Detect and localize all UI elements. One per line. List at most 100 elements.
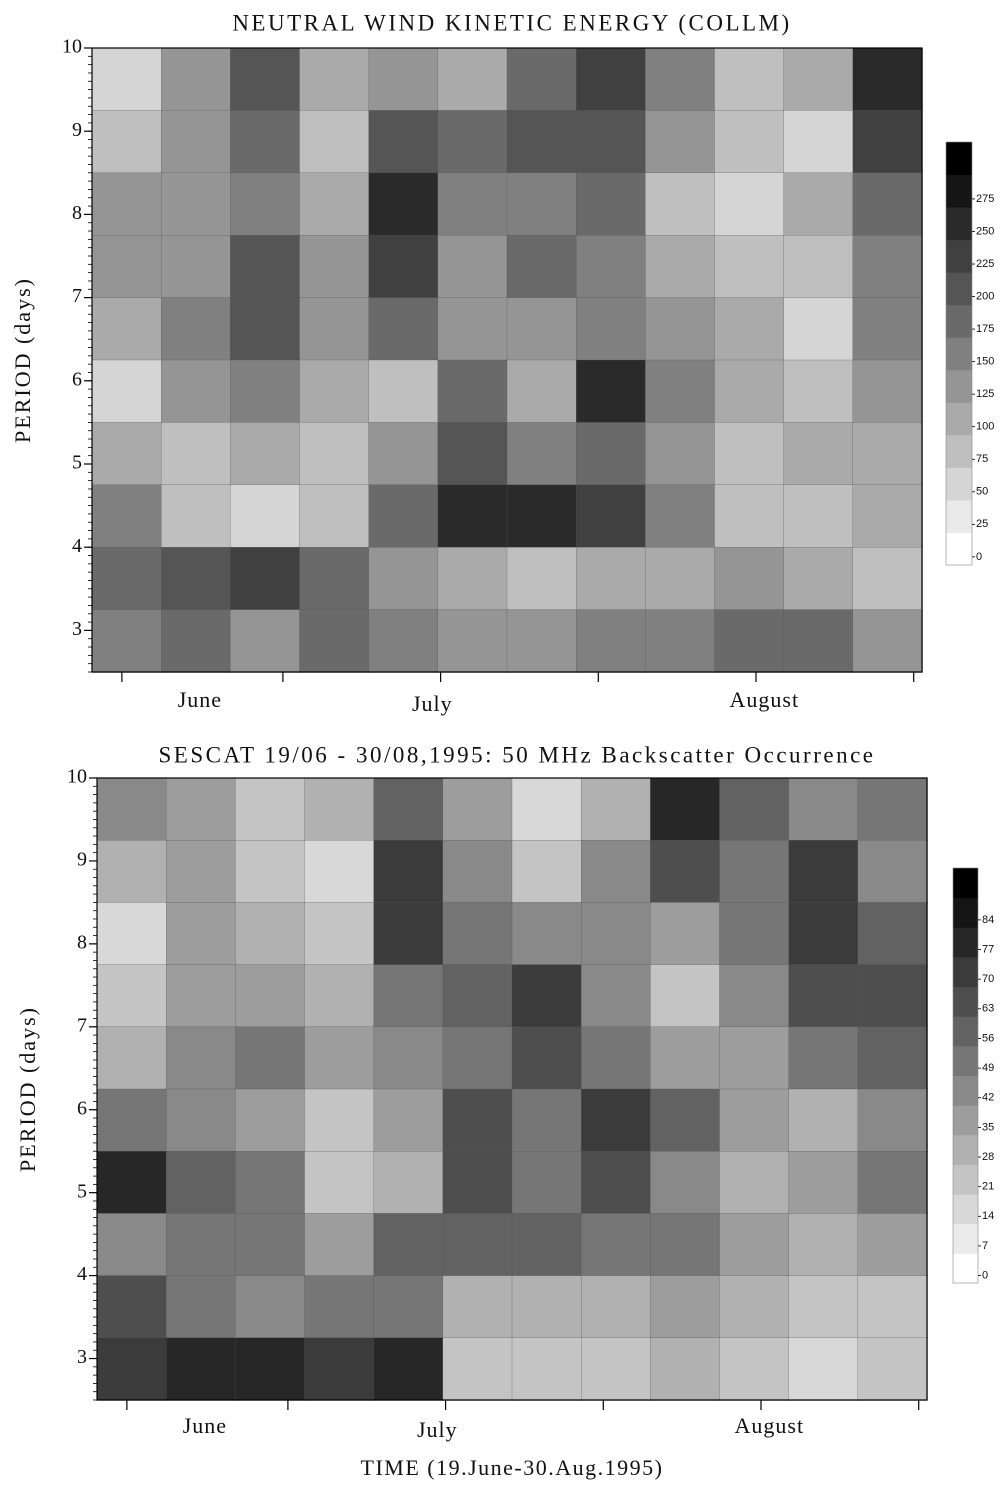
contour-cell xyxy=(719,1151,790,1215)
colorbar-band xyxy=(953,868,978,899)
contour-cell xyxy=(650,840,721,904)
colorbar-label: 125 xyxy=(976,388,994,400)
contour-cell xyxy=(299,609,370,673)
contour-cell xyxy=(91,172,162,236)
colorbar-band xyxy=(953,1075,978,1106)
y-tick-label: 4 xyxy=(77,1263,87,1285)
contour-cell xyxy=(783,110,854,174)
contour-cell xyxy=(857,1151,928,1215)
contour-cell xyxy=(714,110,785,174)
contour-cell xyxy=(783,359,854,424)
contour-cell xyxy=(299,47,370,112)
colorbar-label: 49 xyxy=(982,1062,994,1074)
contour-cell xyxy=(783,609,854,673)
contour-cell xyxy=(235,777,306,841)
contour-cell xyxy=(230,422,301,486)
colorbar-label: 175 xyxy=(976,323,994,335)
colorbar-frame xyxy=(945,141,973,566)
y-tick-label: 6 xyxy=(77,1097,87,1119)
colorbar-band xyxy=(946,434,972,468)
y-axis-label: PERIOD (days) xyxy=(10,277,35,443)
colorbar-label: 14 xyxy=(982,1210,994,1222)
contour-cell xyxy=(96,1026,167,1090)
contour-cell xyxy=(96,1151,167,1215)
contour-cell xyxy=(166,1151,236,1215)
contour-cell xyxy=(368,110,439,174)
contour-cell xyxy=(437,547,508,611)
contour-cell xyxy=(373,840,444,904)
contour-cell xyxy=(719,1337,790,1401)
contour-cell xyxy=(368,484,439,548)
contour-cell xyxy=(719,840,790,904)
contour-cell xyxy=(576,609,646,673)
colorbar-band xyxy=(953,1194,978,1225)
contour-cell xyxy=(788,840,859,904)
contour-cell xyxy=(304,902,375,966)
colorbar-label: 70 xyxy=(982,973,994,985)
y-tick-label: 3 xyxy=(72,618,82,640)
contour-cell xyxy=(576,172,646,236)
contour-cell xyxy=(437,359,508,424)
contour-cell xyxy=(368,547,439,611)
contour-cell xyxy=(442,902,513,966)
contour-cell xyxy=(91,609,162,673)
contour-cell xyxy=(373,1337,444,1401)
contour-cell xyxy=(783,422,854,486)
colorbar-band xyxy=(946,174,972,208)
contour-cell xyxy=(783,235,854,299)
colorbar-band xyxy=(953,927,978,958)
contour-cell xyxy=(857,1026,928,1090)
contour-cell xyxy=(650,777,721,841)
contour-cell xyxy=(96,902,167,966)
contour-cell xyxy=(166,1213,236,1277)
contour-cell xyxy=(581,1026,651,1090)
x-tick-label: August xyxy=(735,1413,805,1438)
contour-cell xyxy=(511,902,582,966)
colorbar-label: 225 xyxy=(976,258,994,270)
contour-cell xyxy=(166,964,236,1028)
contour-cell xyxy=(581,1088,651,1152)
contour-cell xyxy=(581,1151,651,1215)
contour-cell xyxy=(304,1337,375,1401)
contour-cell xyxy=(368,297,439,361)
chart-title: SESCAT 19/06 - 30/08,1995: 50 MHz Backsc… xyxy=(158,742,875,767)
contour-cell xyxy=(645,172,716,236)
contour-cell xyxy=(368,235,439,299)
contour-cell xyxy=(304,1275,375,1339)
colorbar-label: 150 xyxy=(976,356,994,368)
contour-cell xyxy=(235,902,306,966)
colorbar-label: 25 xyxy=(976,518,988,530)
contour-cell xyxy=(576,422,646,486)
colorbar-label: 42 xyxy=(982,1092,994,1104)
contour-cell xyxy=(576,297,646,361)
colorbar-label: 63 xyxy=(982,1003,994,1015)
contour-cell xyxy=(783,172,854,236)
colorbar-band xyxy=(946,239,972,273)
colorbar-band xyxy=(953,1134,978,1165)
contour-cell xyxy=(714,297,785,361)
y-tick-label: 8 xyxy=(72,202,82,224)
colorbar-band xyxy=(953,1016,978,1047)
contour-cell xyxy=(650,1213,721,1277)
contour-cell xyxy=(506,110,577,174)
contour-cell xyxy=(852,609,923,673)
contour-cell xyxy=(373,964,444,1028)
contour-cell xyxy=(506,359,577,424)
contour-cell xyxy=(299,235,370,299)
contour-cell xyxy=(511,1337,582,1401)
colorbar-label: 77 xyxy=(982,943,994,955)
y-tick-label: 5 xyxy=(77,1180,87,1202)
contour-cell xyxy=(161,547,231,611)
colorbar-label: 275 xyxy=(976,193,994,205)
colorbar-band xyxy=(946,369,972,403)
contour-cell xyxy=(235,1151,306,1215)
contour-cell xyxy=(161,484,231,548)
contour-cell xyxy=(91,484,162,548)
contour-cell xyxy=(91,110,162,174)
contour-cell xyxy=(852,172,923,236)
contour-cell xyxy=(857,902,928,966)
contour-cell xyxy=(161,47,231,112)
contour-cell xyxy=(166,902,236,966)
contour-cell xyxy=(788,777,859,841)
